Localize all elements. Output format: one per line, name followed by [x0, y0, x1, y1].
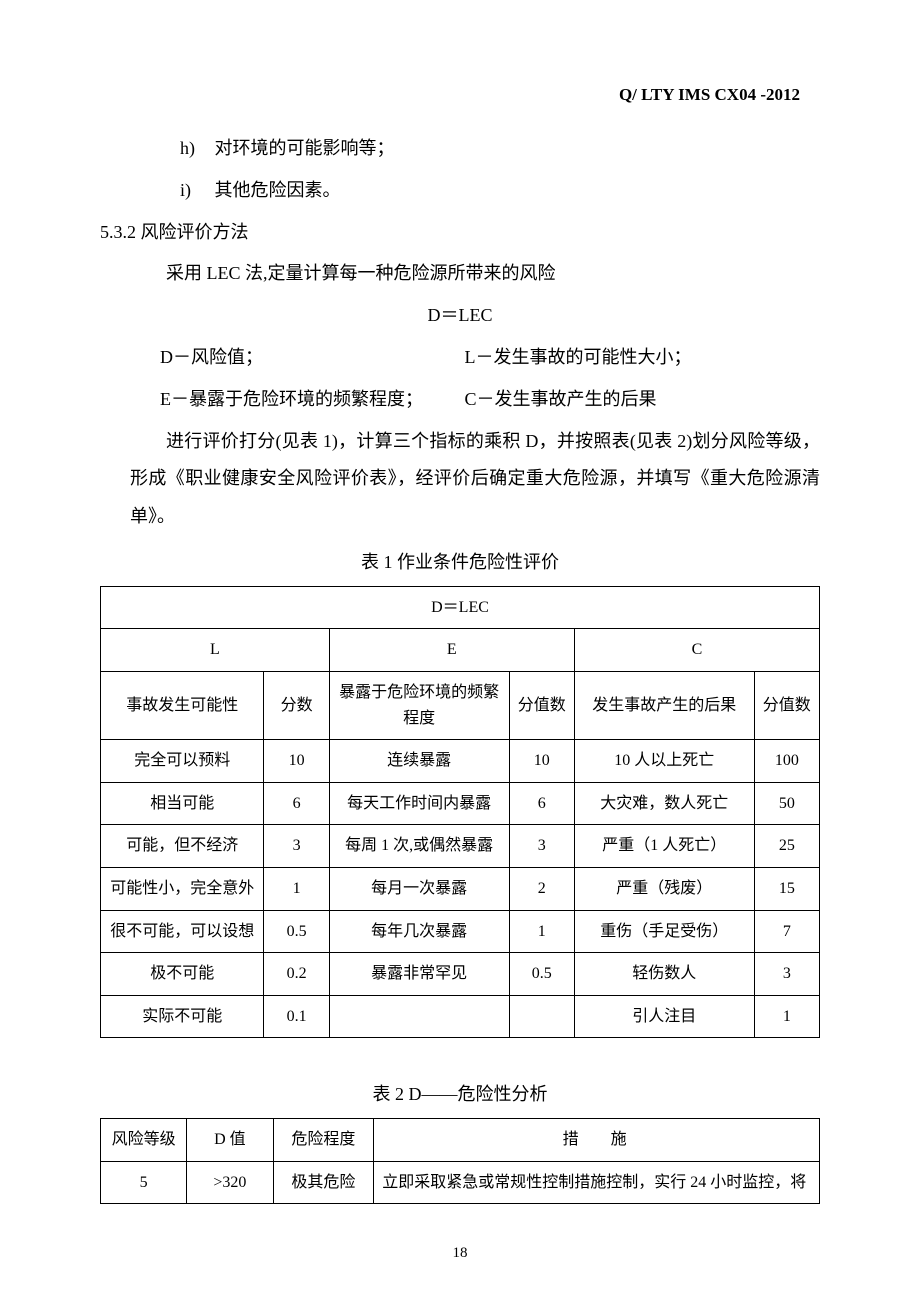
section-heading: 5.3.2 风险评价方法 [100, 214, 820, 252]
table-row: 完全可以预料 10 连续暴露 10 10 人以上死亡 100 [101, 740, 820, 783]
table-cell: 5 [101, 1161, 187, 1204]
paragraph-1: 采用 LEC 法,定量计算每一种危险源所带来的风险 [100, 255, 820, 293]
table2-h4: 措施 [374, 1119, 820, 1162]
table1-h-ls: 分数 [264, 671, 329, 739]
table-cell: 可能性小，完全意外 [101, 867, 264, 910]
table1-h-cs: 分值数 [754, 671, 819, 739]
table-cell: 很不可能，可以设想 [101, 910, 264, 953]
table-cell: 每天工作时间内暴露 [329, 782, 509, 825]
table2-h3: 危险程度 [273, 1119, 374, 1162]
table-cell: 3 [509, 825, 574, 868]
table1-h-e: 暴露于危险环境的频繁程度 [329, 671, 509, 739]
table-cell: 3 [754, 953, 819, 996]
table1-h-es: 分值数 [509, 671, 574, 739]
table-cell: 25 [754, 825, 819, 868]
list-marker-i: i) [180, 172, 210, 210]
page-content: h) 对环境的可能影响等； i) 其他危险因素。 5.3.2 风险评价方法 采用… [100, 130, 820, 1204]
table-row: 极不可能 0.2 暴露非常罕见 0.5 轻伤数人 3 [101, 953, 820, 996]
table-cell: 立即采取紧急或常规性控制措施控制，实行 24 小时监控，将 [374, 1161, 820, 1204]
list-text-i: 其他危险因素。 [215, 180, 341, 200]
table-row: 很不可能，可以设想 0.5 每年几次暴露 1 重伤（手足受伤） 7 [101, 910, 820, 953]
list-marker-h: h) [180, 130, 210, 168]
table-cell: 100 [754, 740, 819, 783]
table-cell: 15 [754, 867, 819, 910]
table-cell: 6 [264, 782, 329, 825]
table-cell: >320 [187, 1161, 273, 1204]
definition-row-1: D－风险值； L－发生事故的可能性大小； [100, 339, 820, 377]
table-cell: 连续暴露 [329, 740, 509, 783]
table-row: L E C [101, 629, 820, 672]
table-cell: 完全可以预料 [101, 740, 264, 783]
table-cell: 50 [754, 782, 819, 825]
table-cell: 每月一次暴露 [329, 867, 509, 910]
table-cell: 极不可能 [101, 953, 264, 996]
table-cell: 10 [509, 740, 574, 783]
table2-h2: D 值 [187, 1119, 273, 1162]
table-cell [509, 995, 574, 1038]
table-cell: 实际不可能 [101, 995, 264, 1038]
table-cell: 严重（1 人死亡） [574, 825, 754, 868]
table-cell: 极其危险 [273, 1161, 374, 1204]
table-row: 实际不可能 0.1 引人注目 1 [101, 995, 820, 1038]
section-number: 5.3.2 [100, 222, 136, 242]
table-row: 5 >320 极其危险 立即采取紧急或常规性控制措施控制，实行 24 小时监控，… [101, 1161, 820, 1204]
table-row: 可能性小，完全意外 1 每月一次暴露 2 严重（残废） 15 [101, 867, 820, 910]
doc-header-code: Q/ LTY IMS CX04 -2012 [619, 85, 800, 105]
table-cell: 轻伤数人 [574, 953, 754, 996]
list-item-h: h) 对环境的可能影响等； [100, 130, 820, 168]
table-cell: 引人注目 [574, 995, 754, 1038]
table-row: 风险等级 D 值 危险程度 措施 [101, 1119, 820, 1162]
table1-title: 表 1 作业条件危险性评价 [100, 544, 820, 582]
table-cell: 每周 1 次,或偶然暴露 [329, 825, 509, 868]
table-row: 相当可能 6 每天工作时间内暴露 6 大灾难，数人死亡 50 [101, 782, 820, 825]
def-l: L－发生事故的可能性大小； [465, 347, 692, 367]
table-row: 事故发生可能性 分数 暴露于危险环境的频繁程度 分值数 发生事故产生的后果 分值… [101, 671, 820, 739]
table-cell: 1 [754, 995, 819, 1038]
table-cell: 相当可能 [101, 782, 264, 825]
table-cell [329, 995, 509, 1038]
table-cell: 7 [754, 910, 819, 953]
paragraph-2: 进行评价打分(见表 1)，计算三个指标的乘积 D，并按照表(见表 2)划分风险等… [100, 423, 820, 536]
definition-row-2: E－暴露于危险环境的频繁程度； C－发生事故产生的后果 [100, 381, 820, 419]
table-cell: 10 [264, 740, 329, 783]
table-cell: 3 [264, 825, 329, 868]
table-cell: 可能，但不经济 [101, 825, 264, 868]
table-cell: 暴露非常罕见 [329, 953, 509, 996]
list-text-h: 对环境的可能影响等； [215, 138, 395, 158]
table-cell: 严重（残废） [574, 867, 754, 910]
table1-h-l: 事故发生可能性 [101, 671, 264, 739]
table-row: D＝LEC [101, 586, 820, 629]
table-cell: 重伤（手足受伤） [574, 910, 754, 953]
table-cell: 0.5 [509, 953, 574, 996]
table-cell: 1 [264, 867, 329, 910]
table1-col-l: L [101, 629, 330, 672]
table1-h-c: 发生事故产生的后果 [574, 671, 754, 739]
table2-h1: 风险等级 [101, 1119, 187, 1162]
table-cell: 0.5 [264, 910, 329, 953]
page-number: 18 [453, 1245, 468, 1262]
table1-formula-cell: D＝LEC [101, 586, 820, 629]
section-title: 风险评价方法 [136, 222, 249, 242]
table-1: D＝LEC L E C 事故发生可能性 分数 暴露于危险环境的频繁程度 分值数 … [100, 586, 820, 1039]
def-e: E－暴露于危险环境的频繁程度； [160, 381, 460, 419]
table-cell: 6 [509, 782, 574, 825]
table-cell: 0.2 [264, 953, 329, 996]
table-cell: 大灾难，数人死亡 [574, 782, 754, 825]
table-cell: 1 [509, 910, 574, 953]
table-cell: 0.1 [264, 995, 329, 1038]
table1-col-e: E [329, 629, 574, 672]
table-cell: 10 人以上死亡 [574, 740, 754, 783]
formula: D＝LEC [100, 297, 820, 335]
table-2: 风险等级 D 值 危险程度 措施 5 >320 极其危险 立即采取紧急或常规性控… [100, 1118, 820, 1204]
table1-col-c: C [574, 629, 819, 672]
def-d: D－风险值； [160, 339, 460, 377]
def-c: C－发生事故产生的后果 [465, 389, 657, 409]
table-cell: 每年几次暴露 [329, 910, 509, 953]
table-row: 可能，但不经济 3 每周 1 次,或偶然暴露 3 严重（1 人死亡） 25 [101, 825, 820, 868]
table-cell: 2 [509, 867, 574, 910]
table2-title: 表 2 D——危险性分析 [100, 1076, 820, 1114]
list-item-i: i) 其他危险因素。 [100, 172, 820, 210]
